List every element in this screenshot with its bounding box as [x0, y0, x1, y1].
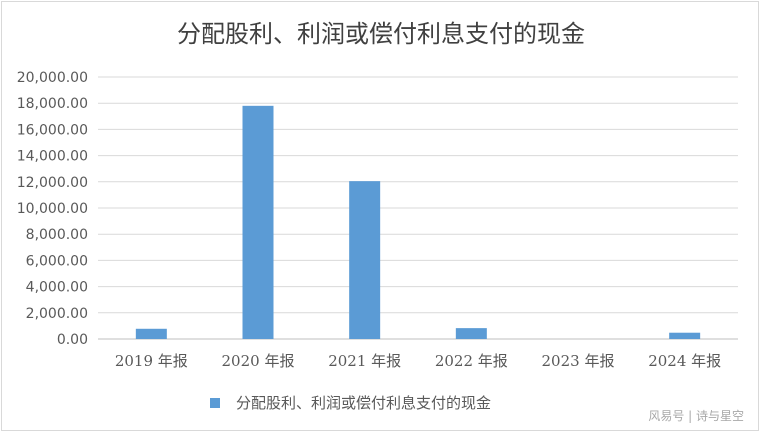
x-tick-label: 2019 年报 [115, 352, 188, 370]
chart-title: 分配股利、利润或偿付利息支付的现金 [177, 20, 585, 48]
x-axis-ticks: 2019 年报 2020 年报 2021 年报 2022 年报 2023 年报 2024 … [115, 352, 721, 370]
y-tick-label: 12,000.00 [17, 175, 88, 191]
gridlines [98, 76, 738, 340]
y-tick-label: 0.00 [57, 332, 88, 348]
y-tick-label: 2,000.00 [26, 306, 88, 322]
x-tick-label: 2022 年报 [435, 352, 508, 370]
y-tick-label: 20,000.00 [17, 70, 88, 86]
x-tick-label: 2020 年报 [222, 352, 295, 370]
y-tick-label: 6,000.00 [26, 253, 88, 269]
bar [669, 332, 701, 339]
x-tick-label: 2024 年报 [648, 352, 721, 370]
legend-swatch [210, 398, 220, 408]
bar [135, 328, 167, 339]
x-tick-label: 2023 年报 [542, 352, 615, 370]
watermark: 风易号 | 诗与星空 [648, 409, 744, 423]
x-tick-label: 2021 年报 [328, 352, 401, 370]
y-tick-label: 8,000.00 [26, 227, 88, 243]
bars [135, 105, 701, 339]
y-axis-ticks: 0.00 2,000.00 4,000.00 6,000.00 8,000.00 10,0… [17, 70, 88, 348]
bar [242, 105, 274, 339]
y-tick-label: 16,000.00 [17, 122, 88, 138]
y-tick-label: 4,000.00 [26, 280, 88, 296]
y-tick-label: 10,000.00 [17, 201, 88, 217]
legend-label: 分配股利、利润或偿付利息支付的现金 [236, 394, 491, 412]
bar [349, 181, 381, 339]
y-tick-label: 14,000.00 [17, 149, 88, 165]
y-tick-label: 18,000.00 [17, 96, 88, 112]
bar [455, 328, 487, 339]
legend: 分配股利、利润或偿付利息支付的现金 [210, 394, 491, 412]
